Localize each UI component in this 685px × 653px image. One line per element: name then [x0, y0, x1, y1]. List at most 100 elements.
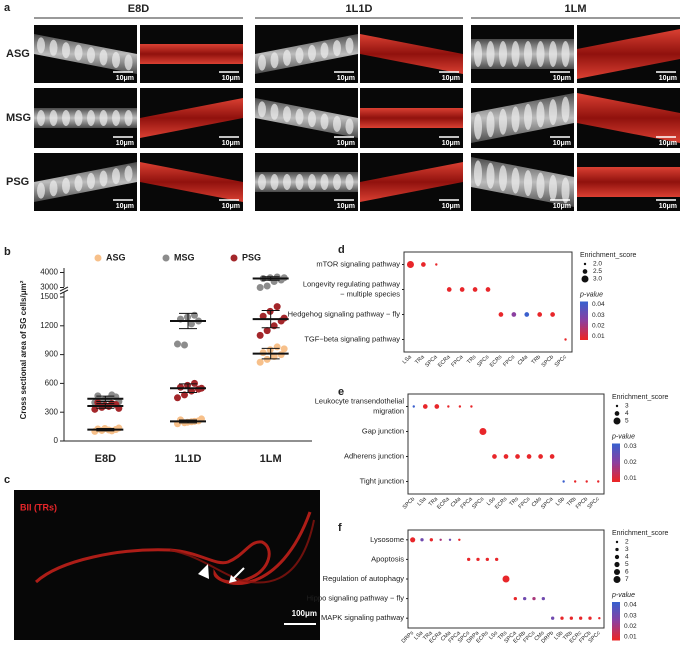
- dot: [467, 557, 471, 562]
- x-tick-label: CMa: [517, 354, 530, 367]
- x-tick-label: ECRa: [437, 354, 452, 369]
- scale-label: 10μm: [442, 75, 460, 82]
- dot: [526, 454, 532, 459]
- panel-label: f: [338, 522, 342, 534]
- legend-dot: [613, 417, 621, 425]
- nucleus: [511, 106, 520, 133]
- tissue: [360, 108, 463, 128]
- scale-label: 10μm: [337, 140, 355, 147]
- nucleus: [62, 110, 70, 126]
- tissue: [577, 167, 680, 197]
- dot: [502, 575, 510, 583]
- dot: [435, 263, 438, 266]
- data-point: [273, 343, 281, 351]
- pathway-label: migration: [373, 406, 404, 415]
- colorbar-label: 0.02: [624, 459, 637, 466]
- colorbar: [612, 443, 620, 446]
- nucleus: [549, 99, 557, 126]
- colorbar: [612, 628, 620, 631]
- dot: [448, 538, 452, 541]
- dot: [458, 405, 462, 408]
- x-tick-label: FPCa: [450, 354, 465, 369]
- scale-label: 100μm: [292, 609, 317, 618]
- x-tick-label: TRs: [497, 630, 509, 642]
- colorbar: [612, 602, 620, 605]
- colorbar: [612, 454, 620, 458]
- dot: [541, 596, 545, 601]
- legend-label: 4: [625, 554, 629, 561]
- legend-label: 2.0: [593, 261, 602, 268]
- legend-dot: [615, 540, 619, 544]
- colorbar: [580, 337, 588, 340]
- nucleus: [308, 44, 316, 61]
- colorbar: [580, 316, 588, 320]
- colorbar: [580, 335, 588, 339]
- nucleus: [333, 40, 341, 57]
- x-tick-label: SPCb: [541, 354, 555, 368]
- dot: [412, 405, 415, 408]
- colorbar: [612, 477, 620, 481]
- x-tick-label: ECRs: [494, 496, 509, 511]
- row-header: PSG: [6, 176, 29, 188]
- y-tick-label: 600: [45, 379, 59, 388]
- scale-label: 10μm: [116, 140, 134, 147]
- pathway-label: mTOR signaling pathway: [316, 259, 400, 268]
- nucleus: [62, 177, 70, 194]
- colorbar: [612, 613, 620, 616]
- dot: [410, 537, 416, 543]
- dot: [560, 616, 564, 620]
- colorbar: [612, 619, 620, 622]
- dot: [429, 538, 433, 542]
- colorbar: [580, 322, 588, 325]
- colorbar: [612, 630, 620, 633]
- colorbar: [580, 320, 588, 323]
- nucleus: [561, 177, 570, 204]
- x-tick-label: SPCs: [471, 496, 485, 510]
- colorbar: [580, 311, 588, 314]
- data-point: [256, 284, 264, 291]
- nucleus: [345, 174, 354, 190]
- dot: [439, 538, 442, 541]
- colorbar-label: 0.01: [592, 333, 605, 340]
- scale-label: 10μm: [337, 75, 355, 82]
- x-tick-label: TRs: [466, 354, 478, 366]
- colorbar: [612, 453, 620, 456]
- legend-label: 5: [625, 418, 629, 425]
- data-point: [270, 322, 278, 330]
- y-tick-label: 900: [45, 350, 59, 359]
- dot: [470, 405, 473, 408]
- colorbar: [580, 305, 588, 308]
- nucleus: [283, 174, 291, 190]
- legend-title: p-value: [611, 592, 635, 599]
- dot: [550, 312, 555, 317]
- pathway-label: Tight junction: [360, 476, 404, 485]
- scale-label: 10μm: [222, 140, 240, 147]
- colorbar: [580, 312, 588, 316]
- colorbar-label: 0.03: [624, 612, 637, 619]
- nucleus: [308, 174, 316, 190]
- x-tick-label: SPCc: [586, 496, 600, 510]
- worm-trace: [34, 511, 312, 585]
- dot: [549, 454, 555, 459]
- legend-dot: [613, 568, 621, 576]
- panel-label: d: [338, 244, 345, 256]
- nucleus: [283, 106, 291, 123]
- legend-label: PSG: [242, 252, 261, 262]
- x-tick-label: SPCa: [424, 354, 439, 369]
- nucleus: [499, 41, 507, 67]
- colorbar: [580, 309, 588, 312]
- x-tick-label: TRb: [531, 354, 543, 366]
- dot: [585, 480, 588, 483]
- colorbar-label: 0.01: [624, 475, 637, 482]
- pathway-label: Longevity regulating pathway: [303, 279, 400, 288]
- colorbar: [580, 314, 588, 318]
- colorbar: [612, 479, 620, 482]
- nucleus: [524, 41, 532, 67]
- x-tick-label: LSb: [553, 630, 564, 641]
- scale-label: 10μm: [553, 75, 571, 82]
- legend-label: 2: [625, 539, 629, 546]
- colorbar-label: 0.04: [592, 301, 605, 308]
- x-tick-label: LSa: [417, 496, 429, 508]
- dot: [524, 312, 530, 317]
